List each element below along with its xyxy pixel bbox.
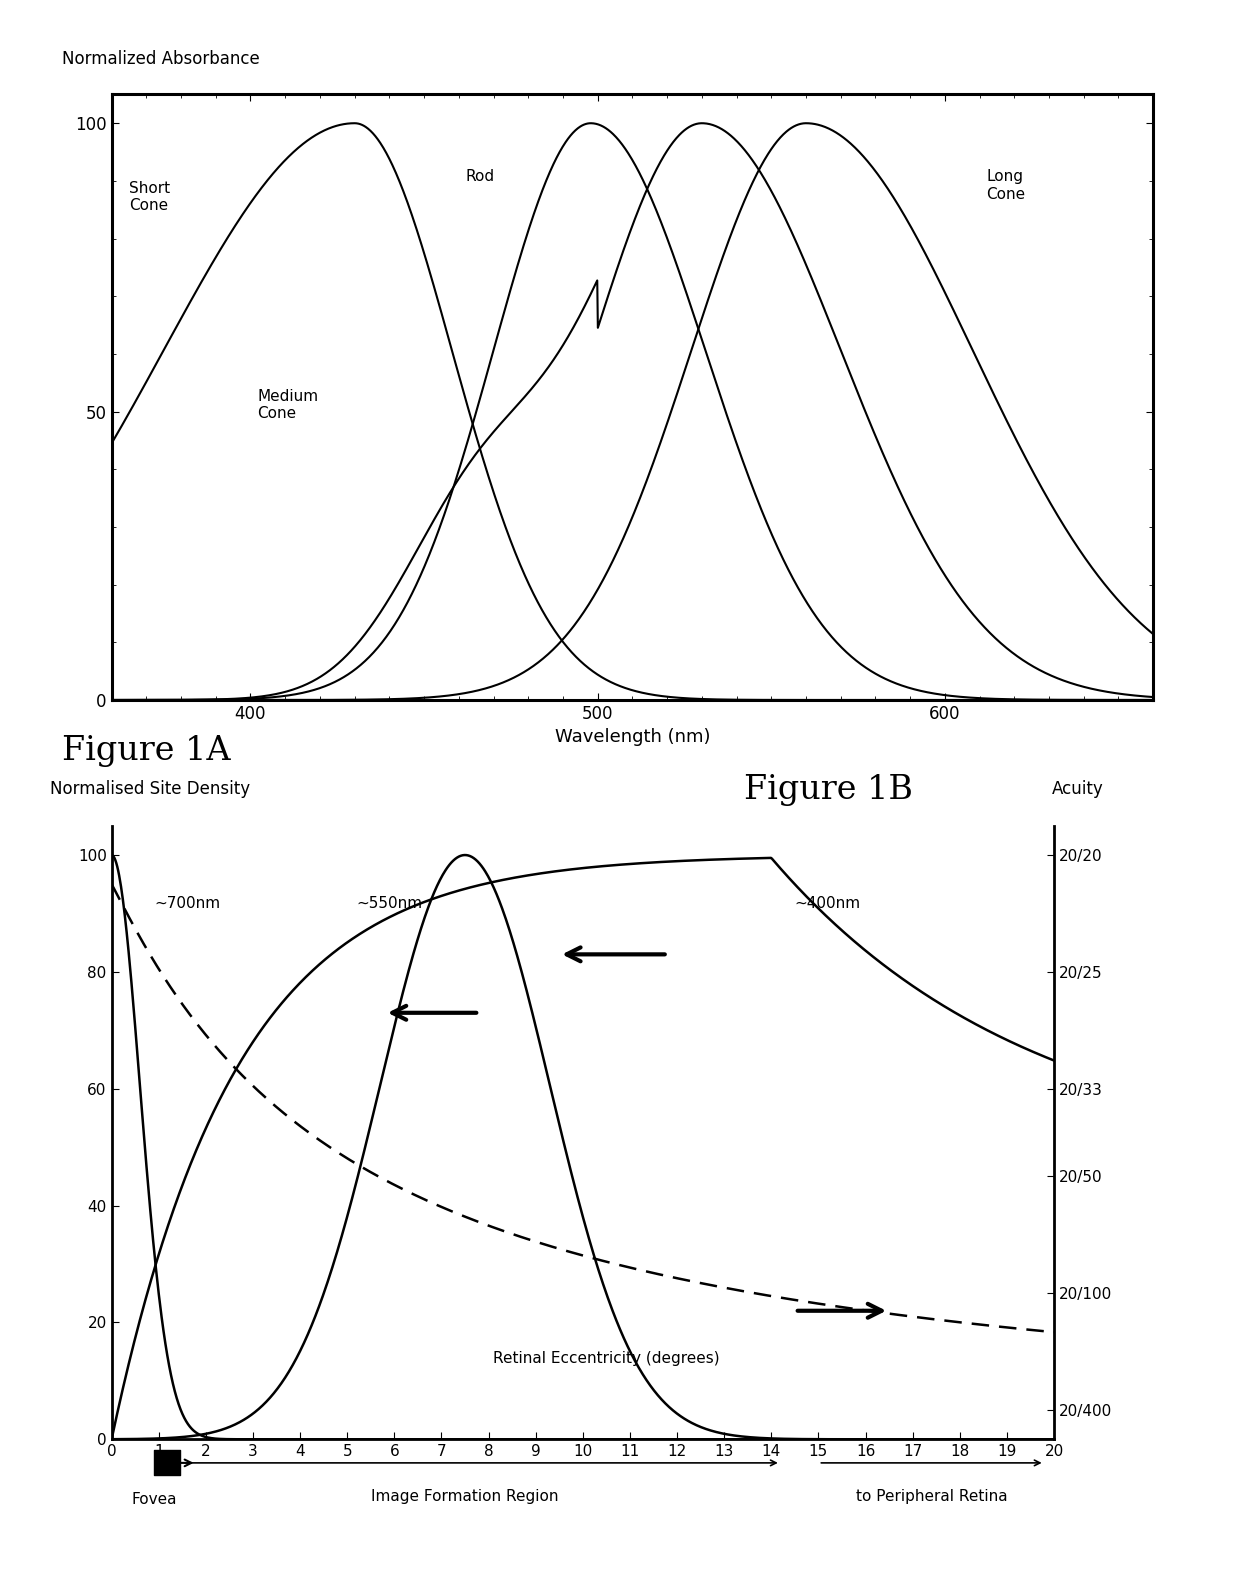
Text: Long
Cone: Long Cone (987, 170, 1025, 201)
Text: ~700nm: ~700nm (154, 895, 221, 911)
Text: Normalised Site Density: Normalised Site Density (50, 780, 249, 798)
Text: Normalized Absorbance: Normalized Absorbance (62, 50, 259, 68)
Text: Retinal Eccentricity (degrees): Retinal Eccentricity (degrees) (494, 1351, 719, 1367)
Text: Short
Cone: Short Cone (129, 181, 170, 214)
Text: Medium
Cone: Medium Cone (258, 389, 319, 422)
Text: Fovea: Fovea (131, 1491, 177, 1507)
X-axis label: Wavelength (nm): Wavelength (nm) (554, 728, 711, 747)
Text: Acuity: Acuity (1052, 780, 1104, 798)
Text: Image Formation Region: Image Formation Region (371, 1488, 559, 1504)
Text: ~400nm: ~400nm (795, 895, 861, 911)
Text: Rod: Rod (466, 170, 495, 184)
Text: to Peripheral Retina: to Peripheral Retina (856, 1488, 1007, 1504)
Text: Figure 1B: Figure 1B (744, 774, 913, 805)
Text: Figure 1A: Figure 1A (62, 735, 231, 766)
Text: ~550nm: ~550nm (357, 895, 423, 911)
